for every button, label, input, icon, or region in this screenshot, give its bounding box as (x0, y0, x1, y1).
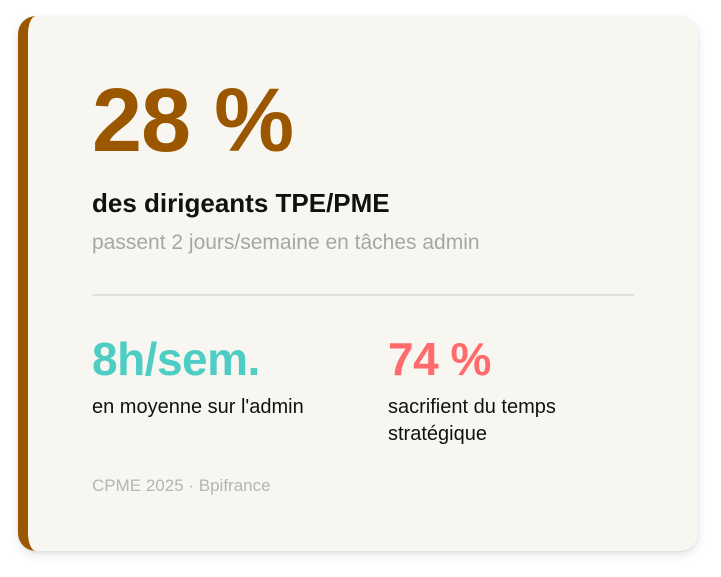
hero-subline: passent 2 jours/semaine en tâches admin (92, 231, 480, 254)
stat-strategic-time: 74 % sacrifient du temps stratégique (388, 336, 628, 448)
divider (92, 294, 634, 296)
hero-percentage: 28 % (92, 71, 294, 171)
stat-label: sacrifient du temps stratégique (388, 396, 556, 445)
stat-value: 74 % (388, 333, 491, 385)
hero-headline: des dirigeants TPE/PME (92, 188, 390, 218)
stat-label: en moyenne sur l'admin (92, 396, 304, 418)
stat-card: 28 % des dirigeants TPE/PME passent 2 jo… (18, 16, 698, 551)
stat-value: 8h/sem. (92, 333, 260, 385)
stat-admin-hours: 8h/sem. en moyenne sur l'admin (92, 336, 332, 421)
source-credit: CPME 2025 · Bpifrance (92, 476, 271, 495)
